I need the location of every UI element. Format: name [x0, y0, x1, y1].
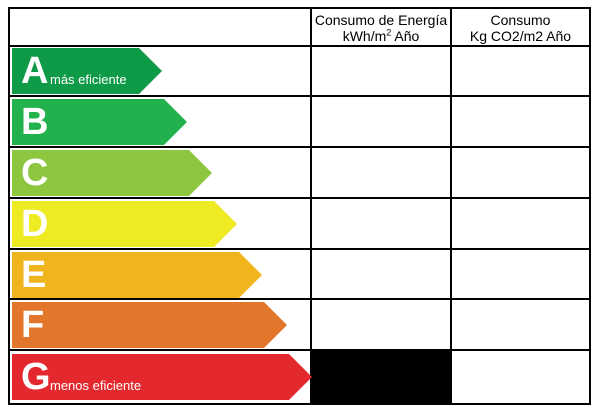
rating-arrow-f: F	[12, 302, 287, 348]
rating-letter-f: F	[21, 304, 45, 346]
table-divider-b	[8, 146, 591, 148]
header-co2-line2: Kg CO2/m2 Año	[469, 28, 572, 44]
header-energy-line1: Consumo de Energía	[314, 12, 448, 28]
rating-letter-c: C	[21, 152, 49, 194]
rating-arrow-b: B	[12, 99, 187, 145]
header-energy-line2: kWh/m2 Año	[343, 28, 420, 44]
table-divider-e	[8, 298, 591, 300]
energy-cell-g-selected	[312, 351, 450, 403]
table-divider-col1	[310, 7, 312, 405]
rating-letter-d: D	[21, 203, 49, 245]
table-divider-a	[8, 95, 591, 97]
rating-arrow-g-shape	[12, 354, 312, 400]
table-border-right	[589, 7, 591, 405]
table-divider-d	[8, 248, 591, 250]
rating-arrow-d: D	[12, 201, 237, 247]
header-co2: Consumo Kg CO2/m2 Año	[452, 9, 589, 47]
rating-arrow-e-shape	[12, 252, 262, 298]
energy-rating-table: Consumo de Energía kWh/m2 Año Consumo Kg…	[8, 7, 591, 405]
header-energy-unit: kWh/m	[342, 28, 387, 44]
table-divider-header	[8, 45, 591, 47]
rating-label-g: menos eficiente	[50, 378, 142, 393]
rating-letter-b: B	[21, 101, 49, 143]
table-divider-col2	[450, 7, 452, 405]
header-co2-line1: Consumo	[490, 12, 551, 28]
rating-letter-g: G	[21, 356, 51, 398]
rating-arrow-b-shape	[12, 99, 187, 145]
table-border-left	[8, 7, 10, 405]
table-border-top	[8, 7, 591, 9]
rating-arrow-d-shape	[12, 201, 237, 247]
rating-label-a: más eficiente	[50, 72, 127, 87]
header-energy-year: Año	[391, 28, 420, 44]
rating-letter-a: A	[21, 50, 49, 92]
rating-arrow-e: E	[12, 252, 262, 298]
table-divider-c	[8, 197, 591, 199]
rating-letter-e: E	[21, 254, 47, 296]
header-energy-exponent: 2	[386, 27, 392, 38]
rating-arrow-c-shape	[12, 150, 212, 196]
header-energy: Consumo de Energía kWh/m2 Año	[312, 9, 450, 47]
rating-arrow-c: C	[12, 150, 212, 196]
rating-arrow-a-shape	[12, 48, 162, 94]
rating-arrow-g: G menos eficiente	[12, 354, 312, 400]
table-border-bottom	[8, 403, 591, 405]
table-divider-f	[8, 349, 591, 351]
rating-arrow-a: A más eficiente	[12, 48, 162, 94]
rating-arrow-f-shape	[12, 302, 287, 348]
